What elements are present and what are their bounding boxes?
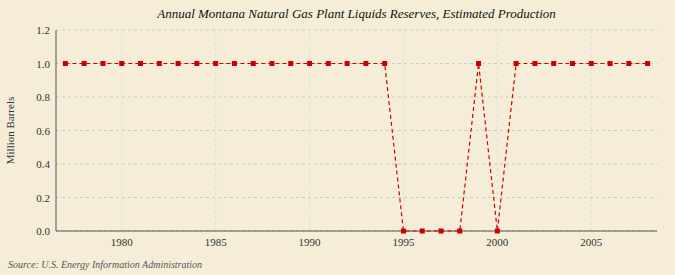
marker bbox=[645, 61, 650, 66]
marker bbox=[626, 61, 631, 66]
marker bbox=[589, 61, 594, 66]
x-tick-label: 1985 bbox=[205, 236, 228, 248]
grid-line bbox=[309, 30, 310, 231]
x-tick-label: 1995 bbox=[392, 236, 415, 248]
marker bbox=[82, 61, 87, 66]
x-tick-label: 1990 bbox=[299, 236, 322, 248]
marker bbox=[420, 229, 425, 234]
marker bbox=[119, 61, 124, 66]
grid bbox=[56, 30, 657, 231]
grid-line bbox=[403, 30, 404, 231]
marker bbox=[345, 61, 350, 66]
marker bbox=[269, 61, 274, 66]
marker bbox=[570, 61, 575, 66]
marker bbox=[363, 61, 368, 66]
marker bbox=[326, 61, 331, 66]
marker bbox=[457, 229, 462, 234]
marker bbox=[382, 61, 387, 66]
marker bbox=[176, 61, 181, 66]
marker bbox=[194, 61, 199, 66]
title: Annual Montana Natural Gas Plant Liquids… bbox=[156, 6, 556, 21]
grid-line bbox=[591, 30, 592, 231]
marker bbox=[551, 61, 556, 66]
grid-line bbox=[56, 197, 657, 198]
marker bbox=[514, 61, 519, 66]
marker bbox=[100, 61, 105, 66]
marker bbox=[213, 61, 218, 66]
x-tick-label: 2000 bbox=[486, 236, 509, 248]
marker bbox=[157, 61, 162, 66]
y-tick-label: 0.2 bbox=[36, 192, 50, 204]
y-axis-label: Million Barrels bbox=[4, 97, 16, 165]
marker bbox=[608, 61, 613, 66]
y-axis-line bbox=[56, 30, 57, 231]
x-axis-line bbox=[56, 231, 657, 232]
marker bbox=[532, 61, 537, 66]
grid-line bbox=[56, 97, 657, 98]
chart: Annual Montana Natural Gas Plant Liquids… bbox=[0, 0, 675, 275]
y-tick-label: 0.6 bbox=[36, 125, 50, 137]
y-tick-label: 0.0 bbox=[36, 225, 50, 237]
grid-line bbox=[56, 164, 657, 165]
y-tick-label: 0.4 bbox=[36, 158, 50, 170]
marker bbox=[232, 61, 237, 66]
marker bbox=[401, 229, 406, 234]
grid-line bbox=[56, 30, 657, 31]
x-tick-label: 1980 bbox=[111, 236, 134, 248]
y-tick-label: 1.2 bbox=[36, 24, 50, 36]
x-tick-label: 2005 bbox=[580, 236, 603, 248]
source-note: Source: U.S. Energy Information Administ… bbox=[8, 259, 202, 270]
grid-line bbox=[56, 130, 657, 131]
line bbox=[65, 64, 647, 232]
marker bbox=[495, 229, 500, 234]
marker bbox=[138, 61, 143, 66]
grid-line bbox=[121, 30, 122, 231]
y-tick-label: 0.8 bbox=[36, 91, 50, 103]
marker bbox=[307, 61, 312, 66]
marker bbox=[476, 61, 481, 66]
marker bbox=[288, 61, 293, 66]
y-tick-label: 1.0 bbox=[36, 58, 50, 70]
grid-line bbox=[497, 30, 498, 231]
marker bbox=[439, 229, 444, 234]
grid-line bbox=[56, 231, 657, 232]
grid-line bbox=[215, 30, 216, 231]
marker bbox=[63, 61, 68, 66]
series bbox=[63, 61, 650, 234]
marker bbox=[251, 61, 256, 66]
axes: 0.0 0.2 0.4 0.6 0.8 1.0 1.2 1980 1985 1990 1995 200… bbox=[36, 24, 657, 248]
